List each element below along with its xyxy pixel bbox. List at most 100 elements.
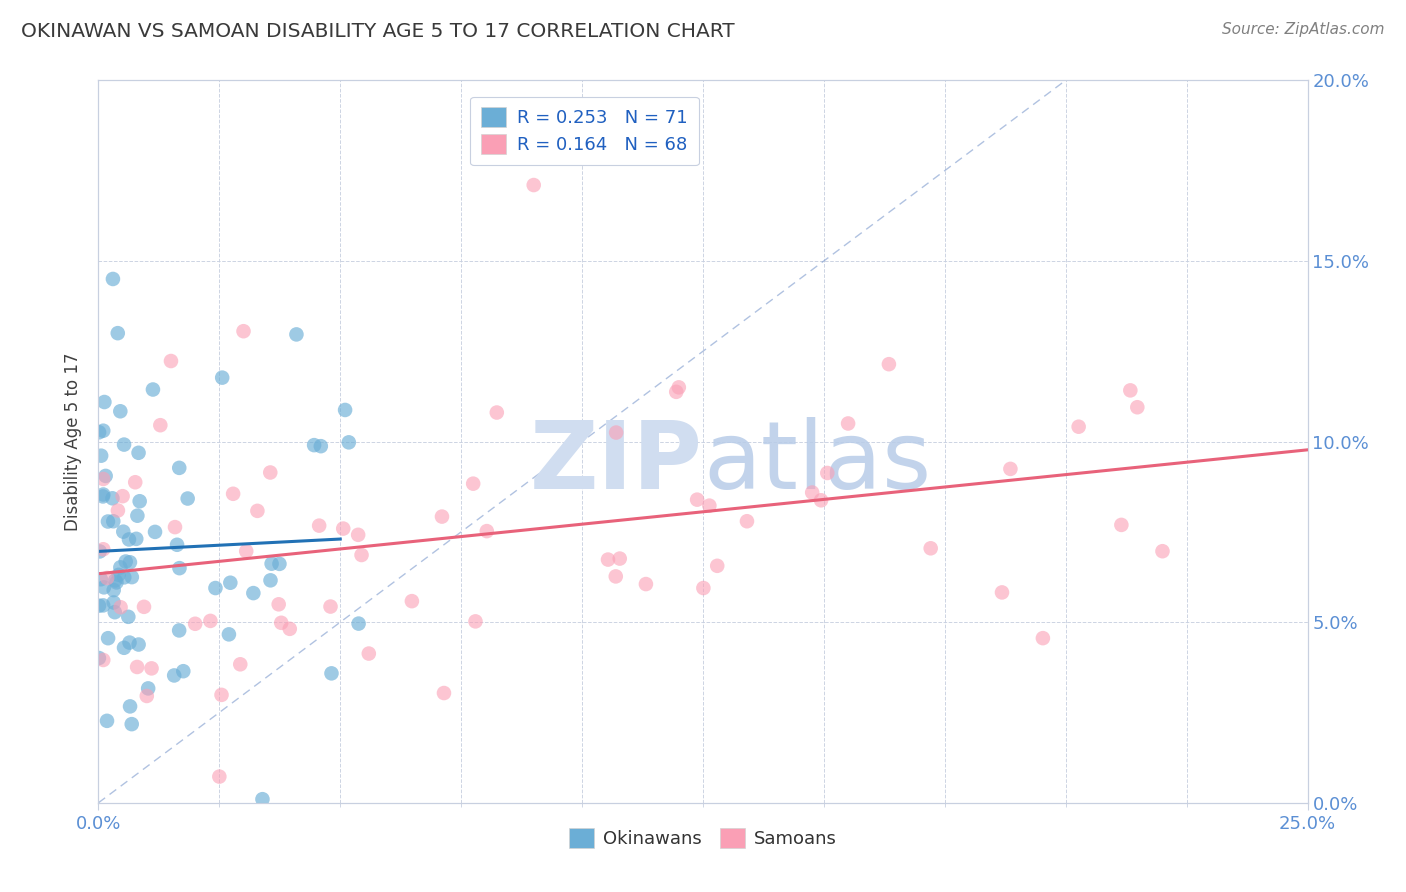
Point <box>605 425 627 440</box>
Point <box>172 664 194 678</box>
Point <box>1126 401 1149 415</box>
Point <box>319 599 342 614</box>
Point <box>350 548 373 562</box>
Point <box>169 561 191 575</box>
Point <box>132 599 155 614</box>
Point <box>692 581 714 595</box>
Point <box>475 524 498 538</box>
Point <box>128 494 150 508</box>
Point <box>91 424 114 438</box>
Point <box>259 466 281 480</box>
Point <box>242 586 264 600</box>
Point <box>735 514 758 528</box>
Point <box>91 599 114 613</box>
Point <box>357 647 380 661</box>
Point <box>91 542 114 557</box>
Point <box>91 490 114 504</box>
Point <box>107 567 129 582</box>
Text: ZIP: ZIP <box>530 417 703 509</box>
Point <box>87 651 110 665</box>
Point <box>121 717 143 731</box>
Point <box>91 653 114 667</box>
Point <box>430 509 453 524</box>
Point <box>605 569 627 583</box>
Point <box>97 631 120 645</box>
Point <box>309 439 332 453</box>
Text: OKINAWAN VS SAMOAN DISABILITY AGE 5 TO 17 CORRELATION CHART: OKINAWAN VS SAMOAN DISABILITY AGE 5 TO 1… <box>21 22 735 41</box>
Point <box>321 666 343 681</box>
Point <box>1111 517 1133 532</box>
Point <box>347 528 370 542</box>
Point <box>103 595 125 609</box>
Point <box>107 326 129 340</box>
Point <box>877 357 900 371</box>
Point <box>107 503 129 517</box>
Point <box>143 524 166 539</box>
Point <box>699 499 721 513</box>
Point <box>97 515 120 529</box>
Point <box>90 449 112 463</box>
Point <box>135 689 157 703</box>
Point <box>110 600 132 615</box>
Point <box>101 272 124 286</box>
Point <box>163 520 186 534</box>
Point <box>810 493 832 508</box>
Point <box>837 417 859 431</box>
Point <box>686 492 709 507</box>
Point <box>120 699 142 714</box>
Point <box>485 405 508 419</box>
Point <box>125 532 148 546</box>
Point <box>706 558 728 573</box>
Point <box>118 555 141 569</box>
Point <box>110 404 132 418</box>
Point <box>112 640 135 655</box>
Point <box>634 577 657 591</box>
Point <box>93 395 115 409</box>
Point <box>118 533 141 547</box>
Point <box>160 354 183 368</box>
Point <box>259 574 281 588</box>
Point <box>96 571 118 585</box>
Point <box>1067 419 1090 434</box>
Point <box>232 324 254 338</box>
Point <box>219 575 242 590</box>
Point <box>204 581 226 595</box>
Point <box>105 575 128 590</box>
Point <box>246 504 269 518</box>
Point <box>1000 462 1022 476</box>
Point <box>127 508 149 523</box>
Point <box>87 425 110 440</box>
Point <box>114 554 136 568</box>
Point <box>87 599 110 613</box>
Point <box>222 487 245 501</box>
Point <box>1119 384 1142 398</box>
Point <box>270 615 292 630</box>
Point <box>94 469 117 483</box>
Point <box>463 476 485 491</box>
Point <box>103 514 125 528</box>
Point <box>128 446 150 460</box>
Point <box>111 489 134 503</box>
Point <box>211 370 233 384</box>
Point <box>332 522 354 536</box>
Point <box>815 466 838 480</box>
Point <box>333 403 356 417</box>
Point <box>91 487 114 501</box>
Point <box>200 614 222 628</box>
Point <box>229 657 252 672</box>
Point <box>104 574 127 588</box>
Point <box>433 686 456 700</box>
Point <box>302 438 325 452</box>
Point <box>96 714 118 728</box>
Point <box>104 605 127 619</box>
Point <box>167 624 190 638</box>
Point <box>401 594 423 608</box>
Point <box>211 688 233 702</box>
Point <box>163 668 186 682</box>
Point <box>260 557 283 571</box>
Point <box>184 616 207 631</box>
Point <box>235 544 257 558</box>
Point <box>218 627 240 641</box>
Point <box>252 792 274 806</box>
Point <box>124 475 146 490</box>
